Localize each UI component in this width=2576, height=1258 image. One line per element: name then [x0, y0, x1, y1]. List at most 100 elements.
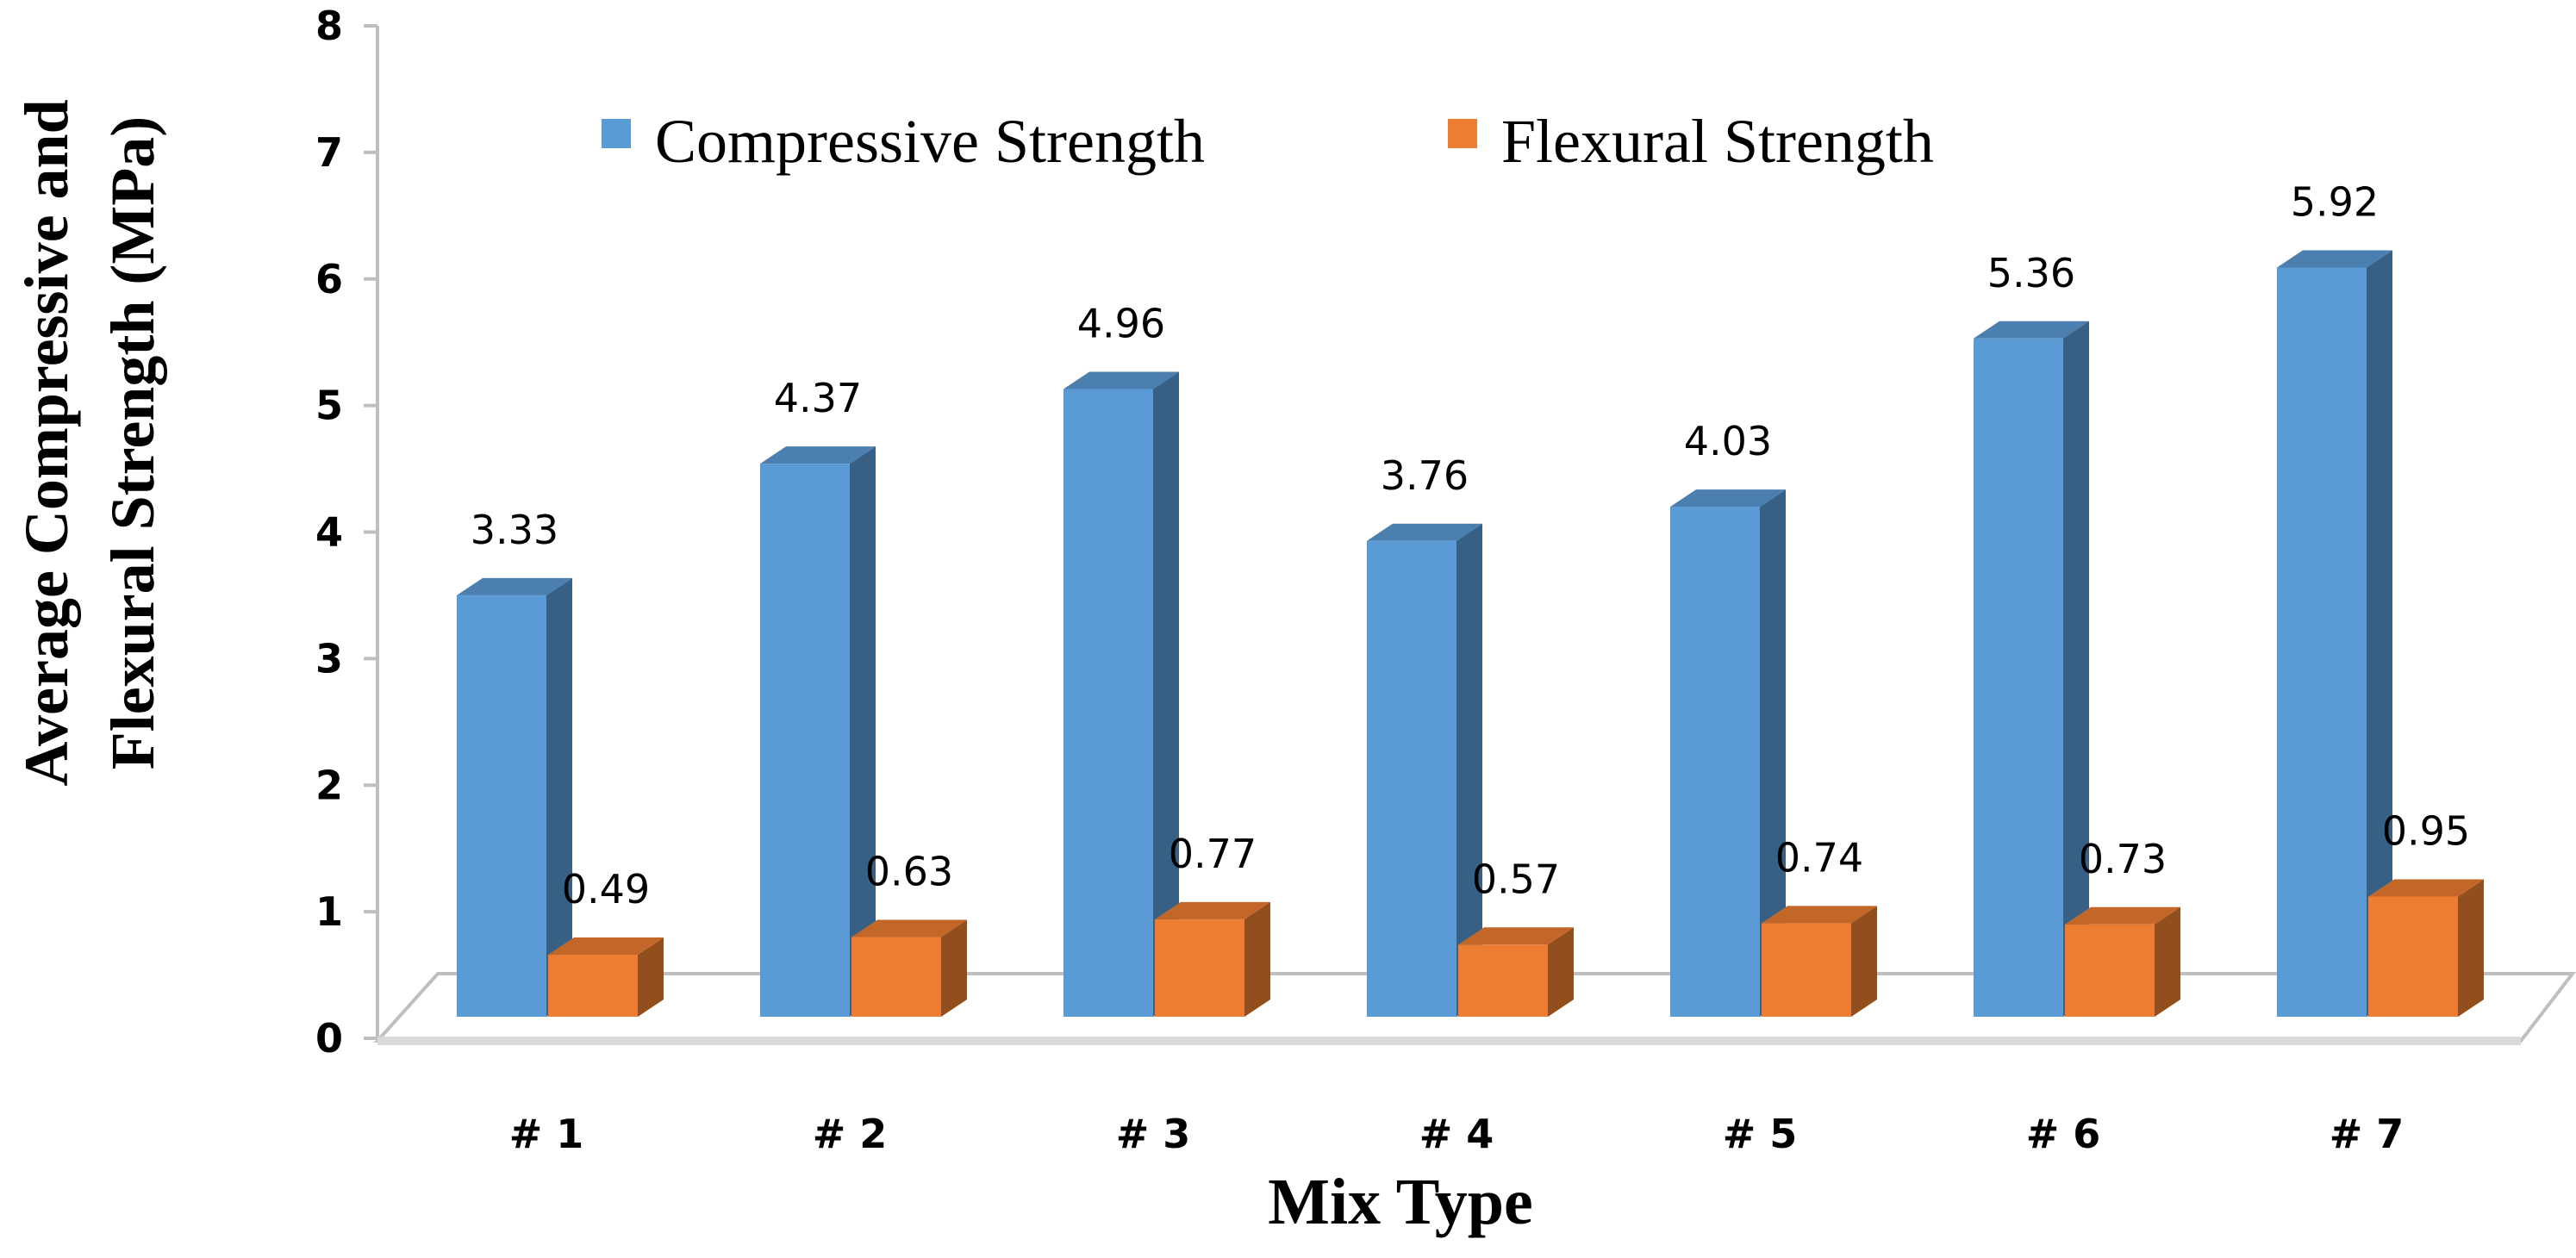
data-label-flexural-2: 0.63 — [865, 848, 953, 894]
bar-compressive-front — [760, 464, 850, 1017]
bar-flexural-front — [548, 955, 638, 1017]
bar-compressive-side — [1153, 371, 1179, 1017]
bar-flexural-front — [1155, 919, 1244, 1017]
y-axis-title-line2: Flexural Strength (MPa) — [98, 116, 167, 770]
y-axis-title: Average Compressive and Flexural Strengt… — [12, 99, 167, 786]
bar-flexural-front — [1458, 944, 1548, 1017]
x-tick-label-5: # 5 — [1723, 1111, 1798, 1157]
bar-compressive-side — [546, 577, 572, 1017]
bar-flexural-7 — [2368, 879, 2484, 1017]
data-label-compressive-5: 4.03 — [1684, 418, 1772, 464]
x-tick-label-1: # 1 — [509, 1111, 584, 1157]
y-tick-label: 4 — [315, 509, 343, 556]
bar-compressive-side — [850, 446, 876, 1017]
bar-flexural-side — [2155, 906, 2180, 1017]
bar-compressive-4 — [1367, 523, 1482, 1017]
data-label-compressive-3: 4.96 — [1077, 301, 1165, 347]
bar-compressive-6 — [1974, 321, 2089, 1017]
bar-flexural-side — [2458, 879, 2484, 1017]
data-label-flexural-6: 0.73 — [2079, 836, 2167, 882]
data-label-compressive-7: 5.92 — [2291, 179, 2379, 226]
x-tick-label-6: # 6 — [2026, 1111, 2101, 1157]
legend-label-compressive: Compressive Strength — [655, 107, 1205, 176]
bar-compressive-top — [1974, 321, 2089, 339]
bar-flexural-front — [851, 937, 941, 1017]
bar-compressive-side — [2063, 321, 2089, 1017]
bar-compressive-2 — [760, 446, 876, 1017]
data-label-compressive-4: 3.76 — [1381, 452, 1469, 499]
bar-compressive-top — [1367, 523, 1482, 541]
data-label-flexural-7: 0.95 — [2382, 807, 2470, 854]
bar-flexural-front — [2065, 924, 2155, 1017]
bar-flexural-top — [1458, 927, 1574, 945]
axis-layer: 0 1 2 3 4 5 6 7 8 # 1 # 2 # 3 # 4 # 5 # 6 # 7 — [315, 3, 2404, 1157]
data-label-flexural-5: 0.74 — [1775, 834, 1863, 881]
y-tick-label: 5 — [315, 383, 343, 429]
x-tick-label-4: # 4 — [1419, 1111, 1494, 1157]
bar-flexural-side — [941, 919, 967, 1017]
bar-flexural-4 — [1458, 927, 1574, 1017]
bar-flexural-top — [548, 937, 664, 956]
bar-compressive-top — [457, 577, 572, 595]
bar-compressive-front — [1367, 540, 1456, 1017]
data-label-flexural-3: 0.77 — [1169, 831, 1257, 877]
bar-flexural-6 — [2065, 906, 2180, 1017]
bar-compressive-front — [1063, 389, 1153, 1017]
bar-flexural-top — [1155, 901, 1270, 919]
bar-compressive-7 — [2277, 250, 2392, 1017]
bar-flexural-side — [1548, 927, 1574, 1017]
y-tick-label: 2 — [315, 762, 343, 808]
data-labels-layer: 3.33 0.49 4.37 0.63 4.96 0.77 3.76 0.57 4.03 0.74… — [471, 179, 2470, 913]
data-label-compressive-2: 4.37 — [774, 375, 862, 421]
bar-flexural-side — [638, 937, 664, 1017]
y-axis-title-line1: Average Compressive and — [12, 99, 81, 786]
bar-compressive-front — [2277, 267, 2367, 1017]
bar-flexural-top — [2368, 879, 2484, 897]
y-tick-label: 0 — [315, 1015, 343, 1062]
legend-label-flexural: Flexural Strength — [1501, 107, 1934, 176]
bar-compressive-top — [2277, 250, 2392, 268]
bar-compressive-top — [760, 446, 876, 464]
x-tick-label-7: # 7 — [2330, 1111, 2404, 1157]
legend: Compressive Strength Flexural Strength — [602, 107, 1934, 176]
bar-flexural-front — [1762, 923, 1851, 1017]
data-label-compressive-1: 3.33 — [471, 507, 558, 553]
data-label-flexural-4: 0.57 — [1472, 856, 1560, 902]
bar-flexural-top — [2065, 906, 2180, 925]
y-tick-label: 6 — [315, 256, 343, 302]
bar-compressive-1 — [457, 577, 572, 1017]
legend-swatch-compressive — [602, 119, 631, 148]
bar-compressive-front — [1974, 338, 2063, 1017]
bar-flexural-front — [2368, 896, 2458, 1017]
bar-compressive-side — [1456, 523, 1482, 1017]
x-tick-label-2: # 2 — [813, 1111, 888, 1157]
bar-compressive-side — [2367, 250, 2392, 1017]
bar-compressive-top — [1063, 371, 1179, 389]
bar-compressive-3 — [1063, 371, 1179, 1017]
bar-flexural-side — [1244, 901, 1270, 1017]
y-tick-label: 3 — [315, 635, 343, 682]
bar-flexural-side — [1851, 906, 1877, 1017]
bar-flexural-top — [1762, 906, 1877, 924]
bar-flexural-2 — [851, 919, 967, 1017]
bar-compressive-top — [1670, 489, 1786, 508]
y-tick-label: 1 — [315, 888, 343, 935]
bar-flexural-5 — [1762, 906, 1877, 1017]
bar-flexural-1 — [548, 937, 664, 1017]
x-axis-title: Mix Type — [1268, 1166, 1533, 1238]
data-label-compressive-6: 5.36 — [1987, 250, 2075, 296]
bar-compressive-side — [1760, 489, 1786, 1017]
x-tick-label-3: # 3 — [1116, 1111, 1191, 1157]
bar-flexural-top — [851, 919, 967, 937]
bar-compressive-5 — [1670, 489, 1786, 1017]
data-label-flexural-1: 0.49 — [562, 866, 650, 912]
bar-compressive-front — [1670, 507, 1760, 1017]
bar-flexural-3 — [1155, 901, 1270, 1017]
y-tick-label: 7 — [315, 129, 343, 176]
bar-compressive-front — [457, 595, 546, 1017]
y-tick-label: 8 — [315, 3, 343, 49]
legend-swatch-flexural — [1448, 119, 1477, 148]
bars-layer — [457, 250, 2484, 1017]
